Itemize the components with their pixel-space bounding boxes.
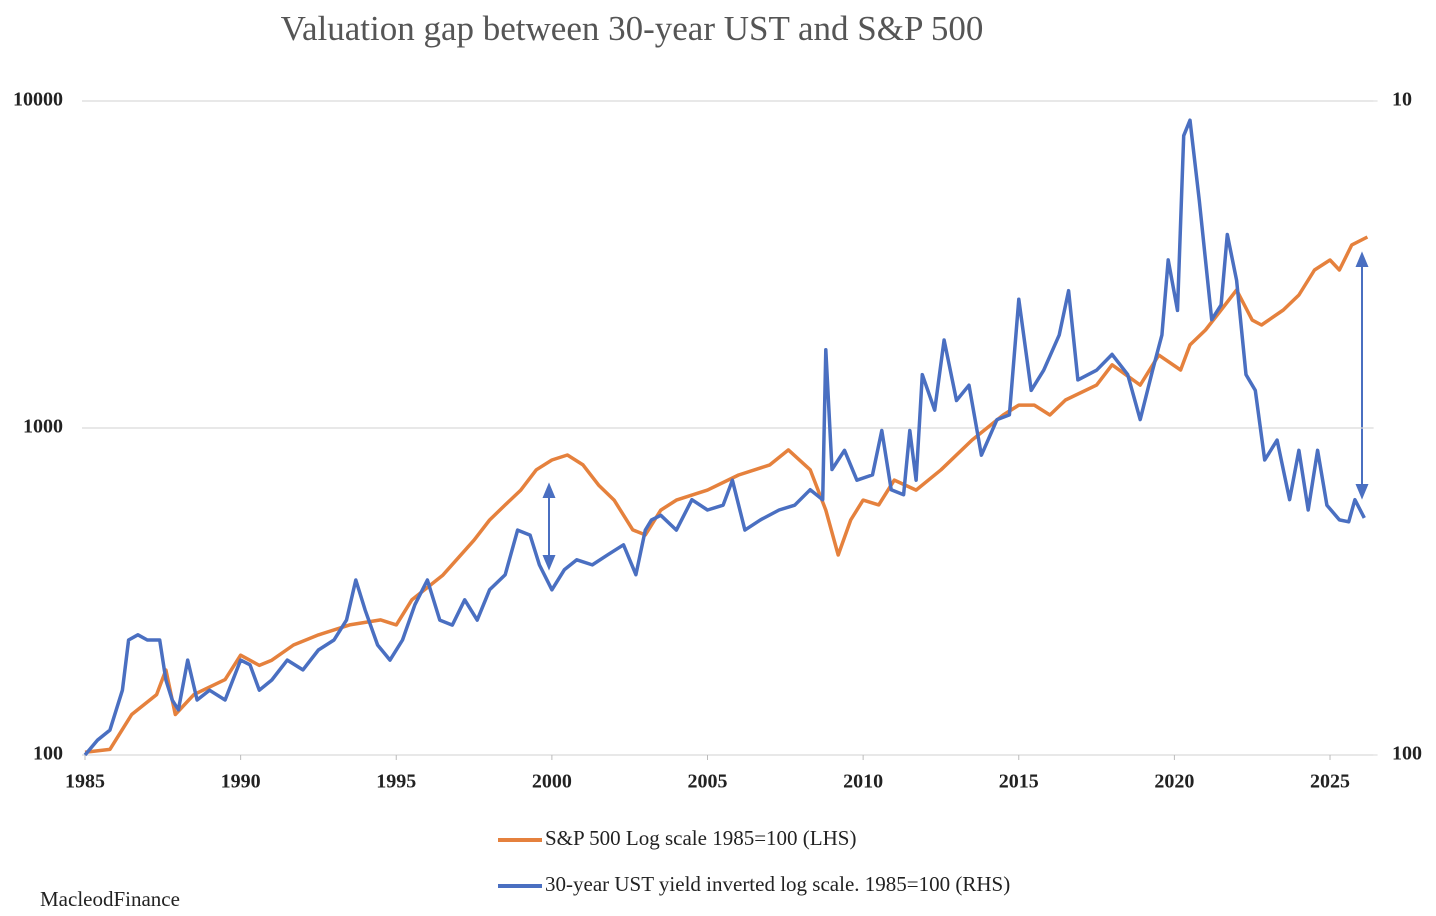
legend-label: S&P 500 Log scale 1985=100 (LHS) bbox=[545, 826, 856, 850]
source: MacleodFinance bbox=[40, 887, 180, 911]
legend-label: 30-year UST yield inverted log scale. 19… bbox=[545, 872, 1010, 896]
y-tick-label: 100 bbox=[33, 743, 63, 765]
x-tick-label: 1985 bbox=[65, 771, 105, 793]
x-tick-label: 2000 bbox=[532, 771, 572, 793]
series-line bbox=[84, 235, 1369, 754]
x-tick-label: 1990 bbox=[221, 771, 261, 793]
y-tick-label: 10000 bbox=[13, 89, 63, 111]
x-tick-label: 2005 bbox=[688, 771, 728, 793]
gap-arrow bbox=[542, 251, 1369, 571]
y2-tick-label: 100 bbox=[1392, 743, 1422, 765]
chart-title: Valuation gap between 30-year UST and S&… bbox=[281, 9, 984, 48]
x-tick-label: 2020 bbox=[1154, 771, 1194, 793]
x-tick-label: 2010 bbox=[843, 771, 883, 793]
y-tick-label: 1000 bbox=[23, 416, 63, 438]
x-tick-label: 1995 bbox=[376, 771, 416, 793]
series-line bbox=[83, 118, 1366, 757]
x-tick-label: 2015 bbox=[999, 771, 1039, 793]
x-tick-label: 2025 bbox=[1310, 771, 1350, 793]
y2-tick-label: 10 bbox=[1392, 89, 1412, 111]
